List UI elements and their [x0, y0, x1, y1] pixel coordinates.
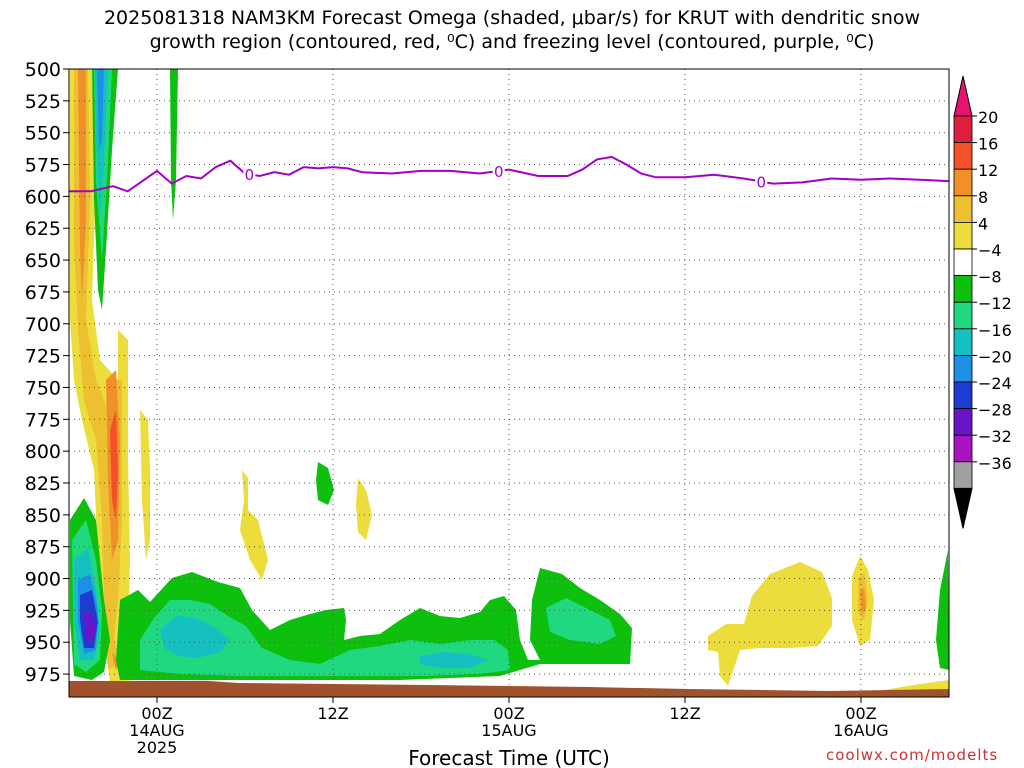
y-tick-label: 800 — [25, 441, 61, 463]
x-tick-label: 12Z — [669, 704, 700, 723]
colorbar-arrow-bottom — [953, 487, 973, 529]
y-tick-label: 825 — [25, 473, 61, 495]
x-tick-label: 00Z — [141, 704, 172, 723]
colorbar-label: −16 — [978, 321, 1012, 340]
colorbar-segment — [953, 328, 973, 356]
colorbar-label: 8 — [978, 188, 988, 207]
omega-region-upward-4-blob1 — [140, 410, 150, 560]
y-tick-label: 650 — [25, 250, 61, 272]
freezing-level-label-bg — [492, 162, 505, 179]
colorbar-segment — [953, 115, 973, 144]
colorbar-segment — [953, 195, 973, 223]
colorbar-label: −24 — [978, 374, 1012, 393]
freezing-level-line — [69, 155, 949, 193]
y-tick-label: 625 — [25, 218, 61, 240]
y-tick-label: 850 — [25, 505, 61, 527]
y-tick-label: 750 — [25, 377, 61, 399]
y-tick-label: 875 — [25, 537, 61, 559]
colorbar-segment — [953, 408, 973, 436]
y-tick-label: 500 — [25, 59, 61, 81]
freezing-level-label: 0 — [494, 163, 504, 181]
title-line-2: growth region (contoured, red, ⁰C) and f… — [149, 31, 875, 53]
chart-title: 2025081318 NAM3KM Forecast Omega (shaded… — [0, 6, 1024, 54]
colorbar-label: −32 — [978, 427, 1012, 446]
omega-region-downward-8-right — [936, 550, 949, 670]
y-tick-label: 950 — [25, 632, 61, 654]
omega-region-downward-28-lowleft — [84, 612, 96, 642]
y-tick-label: 550 — [25, 123, 61, 145]
omega-region-downward-12-lowband — [140, 598, 616, 676]
colorbar-label: −12 — [978, 294, 1012, 313]
y-tick-label: 900 — [25, 569, 61, 591]
colorbar-label: 16 — [978, 135, 998, 154]
colorbar-segment — [953, 248, 973, 277]
y-tick-label: 975 — [25, 664, 61, 686]
y-axis: 500 525 550 575 600 625 650 675 700 725 750 775 800 8… — [25, 59, 69, 686]
y-tick-label: 700 — [25, 314, 61, 336]
y-tick-label: 775 — [25, 409, 61, 431]
freezing-level-label-bg — [243, 166, 256, 183]
omega-region-upward-4-blob3 — [356, 478, 372, 540]
y-tick-label: 600 — [25, 186, 61, 208]
x-tick-date: 14AUG — [129, 721, 184, 740]
omega-region-upward-16 — [110, 410, 118, 520]
credit-text: coolwx.com/modelts — [826, 746, 999, 764]
freezing-level-label: 0 — [756, 174, 766, 192]
colorbar-segment — [953, 142, 973, 170]
y-tick-label: 525 — [25, 91, 61, 113]
x-tick-label: 12Z — [317, 704, 348, 723]
omega-region-upward-4-right — [708, 562, 832, 686]
colorbar-segment — [953, 221, 973, 250]
colorbar: 20 16 12 8 4 −4 −8 −12 −16 −20 −24 −28 −32 −36 — [953, 75, 1012, 529]
omega-region-downward-8-blob — [316, 462, 334, 505]
x-tick-year: 2025 — [137, 738, 178, 757]
freezing-level: 0 0 0 — [69, 155, 949, 193]
colorbar-segment — [953, 434, 973, 463]
colorbar-label: 20 — [978, 108, 998, 127]
colorbar-label: 12 — [978, 161, 998, 180]
y-tick-label: 575 — [25, 155, 61, 177]
y-tick-label: 725 — [25, 346, 61, 368]
omega-shading — [70, 69, 949, 697]
y-tick-label: 675 — [25, 282, 61, 304]
freezing-level-label: 0 — [245, 166, 255, 184]
x-tick-label: 00Z — [493, 704, 524, 723]
colorbar-label: −8 — [978, 268, 1002, 287]
omega-region-downward-20-upper — [97, 69, 104, 150]
title-line-1: 2025081318 NAM3KM Forecast Omega (shaded… — [103, 7, 921, 29]
y-tick-label: 925 — [25, 600, 61, 622]
colorbar-label: 4 — [978, 214, 988, 233]
colorbar-segment — [953, 381, 973, 410]
omega-region-downward-8-stripe — [170, 69, 178, 220]
colorbar-segment — [953, 461, 973, 489]
x-tick-date: 16AUG — [833, 721, 888, 740]
colorbar-arrow-top — [953, 75, 973, 117]
omega-region-downward-16-lowband — [160, 616, 488, 668]
colorbar-segment — [953, 301, 973, 330]
colorbar-label: −20 — [978, 347, 1012, 366]
omega-region-upward-12 — [78, 69, 120, 670]
colorbar-segment — [953, 275, 973, 303]
freezing-level-label-bg — [755, 173, 768, 190]
x-axis-label: Forecast Time (UTC) — [408, 746, 610, 768]
x-tick-label: 00Z — [845, 704, 876, 723]
colorbar-segment — [953, 354, 973, 383]
colorbar-label: −28 — [978, 401, 1012, 420]
colorbar-segment — [953, 168, 973, 197]
colorbar-label: −4 — [978, 241, 1002, 260]
omega-region-upward-4-blob2 — [240, 470, 268, 580]
colorbar-label: −36 — [978, 454, 1012, 473]
x-tick-date: 15AUG — [481, 721, 536, 740]
gridlines — [69, 69, 949, 697]
